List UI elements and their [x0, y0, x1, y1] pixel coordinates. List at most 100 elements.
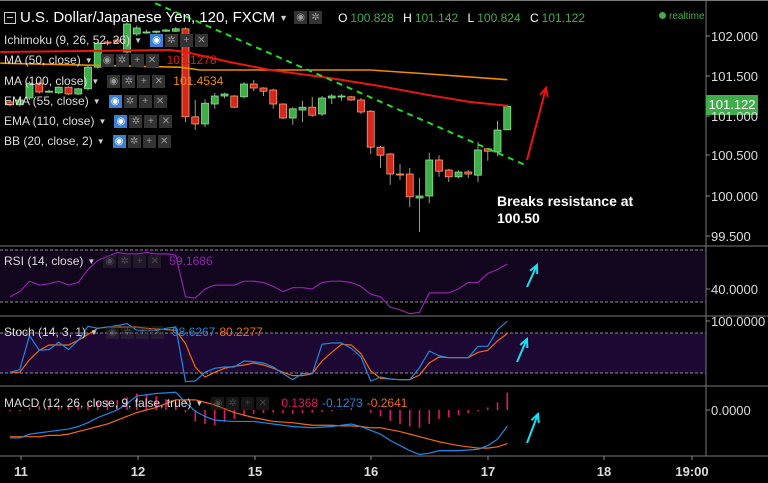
chart-annotation: Breaks resistance at 100.50: [497, 193, 633, 227]
candle-up: [415, 195, 424, 199]
close-icon[interactable]: ✕: [150, 325, 164, 339]
plus-icon[interactable]: +: [130, 53, 144, 67]
indicator-legend[interactable]: BB (20, close, 2) ▼ ◉ ✲ + ✕: [4, 134, 173, 148]
eye-icon[interactable]: ◉: [107, 74, 121, 88]
candle-up: [474, 149, 482, 176]
plus-icon[interactable]: +: [144, 114, 158, 128]
indicator-legend[interactable]: MA (50, close) ▼ ◉ ✲ + ✕ 101.1278: [4, 53, 217, 67]
candle-up: [337, 95, 346, 98]
chevron-down-icon[interactable]: ▼: [96, 136, 105, 146]
chevron-down-icon[interactable]: ▼: [134, 35, 142, 45]
candle-up: [493, 129, 502, 153]
plus-icon[interactable]: +: [180, 33, 193, 47]
eye-icon[interactable]: ◉: [105, 325, 119, 339]
chart-header: U.S. Dollar/Japanese Yen, 120, FXCM ▼ ◉ …: [4, 9, 585, 26]
close-icon[interactable]: ✕: [153, 94, 167, 108]
gear-icon[interactable]: ✲: [127, 134, 141, 148]
chevron-down-icon[interactable]: ▼: [98, 116, 107, 126]
indicator-label: EMA (110, close): [4, 114, 95, 128]
eye-icon[interactable]: ◉: [211, 396, 225, 410]
close-icon[interactable]: ✕: [159, 114, 173, 128]
collapse-icon[interactable]: [4, 11, 16, 24]
indicator-legend[interactable]: Ichimoku (9, 26, 52, 26) ▼ ◉ ✲ + ✕: [4, 33, 210, 47]
eye-icon[interactable]: ◉: [103, 254, 117, 268]
stoch-band: [0, 333, 706, 373]
plus-icon[interactable]: +: [138, 94, 152, 108]
candle-up: [84, 66, 92, 90]
close-icon[interactable]: ✕: [195, 33, 208, 47]
price-tick: 100.000: [711, 189, 758, 204]
plus-icon[interactable]: +: [241, 396, 255, 410]
close-label: C: [529, 10, 539, 25]
candle-up: [171, 28, 180, 32]
gear-icon[interactable]: ✲: [309, 11, 323, 24]
eye-icon[interactable]: ◉: [114, 114, 128, 128]
symbol-title[interactable]: U.S. Dollar/Japanese Yen, 120, FXCM: [20, 9, 276, 26]
eye-icon[interactable]: ◉: [100, 53, 114, 67]
gear-icon[interactable]: ✲: [118, 254, 132, 268]
realtime-status: realtime: [659, 11, 705, 22]
stoch-label: Stoch (14, 3, 1): [4, 325, 87, 339]
rsi-axis-tick: 40.0000: [711, 282, 758, 297]
rsi-label: RSI (14, close): [4, 254, 84, 268]
candle-up: [45, 90, 53, 93]
indicator-legend[interactable]: MA (100, close) ▼ ◉ ✲ + ✕ 101.4534: [4, 74, 223, 88]
indicator-value: 101.4534: [173, 74, 224, 88]
candle-up: [210, 95, 219, 105]
close-icon[interactable]: ✕: [256, 396, 270, 410]
close-icon[interactable]: ✕: [157, 134, 171, 148]
low-value: 100.824: [477, 10, 521, 25]
close-icon[interactable]: ✕: [148, 254, 162, 268]
gear-icon[interactable]: ✲: [226, 396, 240, 410]
eye-icon[interactable]: ◉: [150, 33, 163, 47]
plus-icon[interactable]: +: [133, 254, 147, 268]
indicator-label: Ichimoku (9, 26, 52, 26): [4, 33, 131, 47]
gear-icon[interactable]: ✲: [120, 325, 134, 339]
eye-icon[interactable]: ◉: [108, 94, 122, 108]
indicator-legend[interactable]: EMA (110, close) ▼ ◉ ✲ + ✕: [4, 114, 174, 128]
indicator-legend[interactable]: EMA (55, close) ▼ ◉ ✲ + ✕: [4, 94, 169, 108]
candle-up: [123, 23, 131, 53]
ohlc-readout: O 100.828 H 101.142 L 100.824 C 101.122: [332, 11, 585, 25]
chevron-down-icon[interactable]: ▼: [90, 327, 98, 337]
candle-down: [366, 110, 375, 148]
gear-icon[interactable]: ✲: [123, 94, 137, 108]
gear-icon[interactable]: ✲: [129, 114, 143, 128]
candle-down: [279, 103, 287, 119]
close-icon[interactable]: ✕: [152, 74, 166, 88]
plus-icon[interactable]: +: [137, 74, 151, 88]
stoch-d-line: [10, 326, 508, 381]
indicator-label: BB (20, close, 2): [4, 134, 93, 148]
macd-axis-tick: 0.0000: [711, 403, 751, 418]
price-tick: 99.500: [711, 229, 751, 244]
plus-icon[interactable]: +: [135, 325, 149, 339]
stoch-legend[interactable]: Stoch (14, 3, 1) ▼ ◉ ✲ + ✕ 98.6267 80.2277: [4, 325, 263, 339]
macd-signal-value: -0.2641: [366, 396, 408, 410]
candle-down: [269, 89, 278, 105]
candle-up: [327, 95, 336, 99]
plus-icon[interactable]: +: [142, 134, 156, 148]
open-value: 100.828: [350, 10, 394, 25]
chevron-down-icon[interactable]: ▼: [91, 76, 100, 86]
gear-icon[interactable]: ✲: [165, 33, 178, 47]
candle-down: [376, 146, 385, 156]
close-icon[interactable]: ✕: [145, 53, 159, 67]
rsi-legend[interactable]: RSI (14, close) ▼ ◉ ✲ + ✕ 59.1686: [4, 254, 213, 268]
chevron-down-icon[interactable]: ▼: [195, 398, 204, 408]
macd-legend[interactable]: MACD (12, 26, close, 9, false, true) ▼ ◉ ✲…: [4, 396, 407, 410]
eye-icon[interactable]: ◉: [112, 134, 126, 148]
candle-down: [181, 28, 190, 118]
stoch-axis-tick: 100.0000: [711, 314, 766, 329]
candle-down: [259, 87, 268, 92]
candle-down: [435, 159, 443, 172]
chevron-down-icon[interactable]: ▼: [87, 256, 96, 266]
chevron-down-icon[interactable]: ▼: [279, 12, 289, 23]
gear-icon[interactable]: ✲: [122, 74, 136, 88]
candle-up: [162, 29, 170, 32]
eye-icon[interactable]: ◉: [294, 11, 308, 24]
gear-icon[interactable]: ✲: [115, 53, 129, 67]
chevron-down-icon[interactable]: ▼: [84, 55, 93, 65]
candle-down: [6, 101, 14, 106]
chevron-down-icon[interactable]: ▼: [92, 96, 101, 106]
